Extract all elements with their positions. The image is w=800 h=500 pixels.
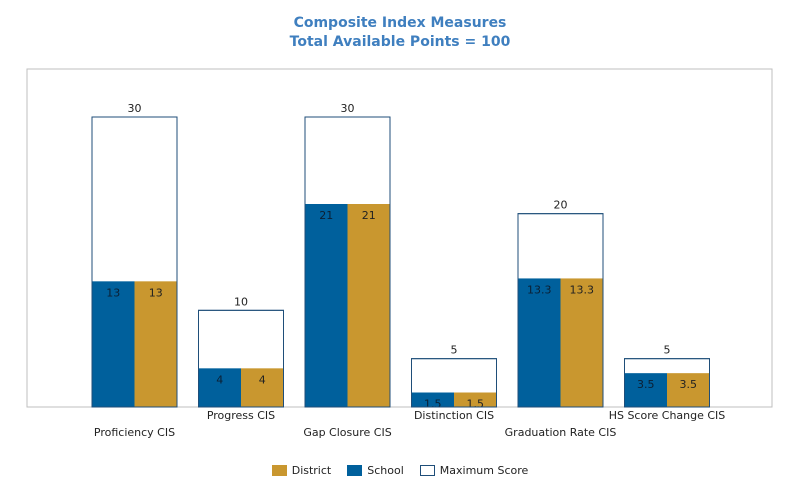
district-value-label-graduation-rate-cis: 13.3 — [570, 283, 595, 296]
legend-label-maximum-score: Maximum Score — [439, 464, 529, 477]
district-bar-hs-score-change-cis — [667, 373, 710, 407]
school-bar-hs-score-change-cis — [624, 373, 667, 407]
category-label-proficiency-cis: Proficiency CIS — [94, 426, 175, 439]
legend-label-district: District — [291, 464, 332, 477]
max-score-label-proficiency-cis: 30 — [128, 102, 142, 115]
legend-label-school: School — [367, 464, 404, 477]
max-score-label-distinction-cis: 5 — [451, 344, 458, 357]
school-value-label-hs-score-change-cis: 3.5 — [637, 378, 655, 391]
category-label-progress-cis: Progress CIS — [207, 409, 275, 422]
category-label-hs-score-change-cis: HS Score Change CIS — [609, 409, 726, 422]
school-value-label-gap-closure-cis: 21 — [319, 209, 333, 222]
school-bar-progress-cis — [198, 368, 241, 407]
district-bar-distinction-cis — [454, 392, 497, 407]
legend-item-maximum-score: Maximum Score — [419, 464, 529, 477]
max-score-label-hs-score-change-cis: 5 — [664, 344, 671, 357]
district-value-label-proficiency-cis: 13 — [149, 286, 163, 299]
legend-item-school: School — [347, 464, 404, 477]
school-value-label-progress-cis: 4 — [216, 373, 223, 386]
max-score-label-gap-closure-cis: 30 — [341, 102, 355, 115]
district-value-label-progress-cis: 4 — [259, 373, 266, 386]
category-label-distinction-cis: Distinction CIS — [414, 409, 494, 422]
max-score-outline-hs-score-change-cis — [624, 358, 710, 408]
legend-swatch-district — [271, 465, 287, 476]
max-score-outline-proficiency-cis — [91, 116, 178, 408]
district-bar-gap-closure-cis — [347, 204, 390, 407]
district-value-label-hs-score-change-cis: 3.5 — [680, 378, 698, 391]
max-score-label-progress-cis: 10 — [234, 295, 248, 308]
legend-item-district: District — [271, 464, 332, 477]
max-score-label-graduation-rate-cis: 20 — [554, 199, 568, 212]
max-score-outline-graduation-rate-cis — [517, 213, 604, 408]
legend-swatch-maximum-score — [419, 465, 435, 476]
school-bar-distinction-cis — [411, 392, 454, 407]
district-bar-graduation-rate-cis — [560, 278, 603, 407]
legend-swatch-school — [347, 465, 363, 476]
school-bar-gap-closure-cis — [305, 204, 348, 407]
school-value-label-proficiency-cis: 13 — [106, 286, 120, 299]
max-score-outline-progress-cis — [198, 309, 284, 408]
district-value-label-gap-closure-cis: 21 — [362, 209, 376, 222]
category-label-gap-closure-cis: Gap Closure CIS — [303, 426, 391, 439]
max-score-outline-distinction-cis — [411, 358, 497, 408]
school-value-label-graduation-rate-cis: 13.3 — [527, 283, 552, 296]
chart-title: Composite Index Measures — [293, 15, 507, 31]
school-bar-graduation-rate-cis — [518, 278, 561, 407]
category-label-graduation-rate-cis: Graduation Rate CIS — [505, 426, 617, 439]
max-score-outline-gap-closure-cis — [304, 116, 391, 408]
chart-subtitle: Total Available Points = 100 — [289, 34, 511, 50]
school-bar-proficiency-cis — [92, 281, 135, 407]
chart-legend: District School Maximum Score — [0, 464, 800, 477]
district-bar-progress-cis — [241, 368, 284, 407]
district-bar-proficiency-cis — [134, 281, 177, 407]
